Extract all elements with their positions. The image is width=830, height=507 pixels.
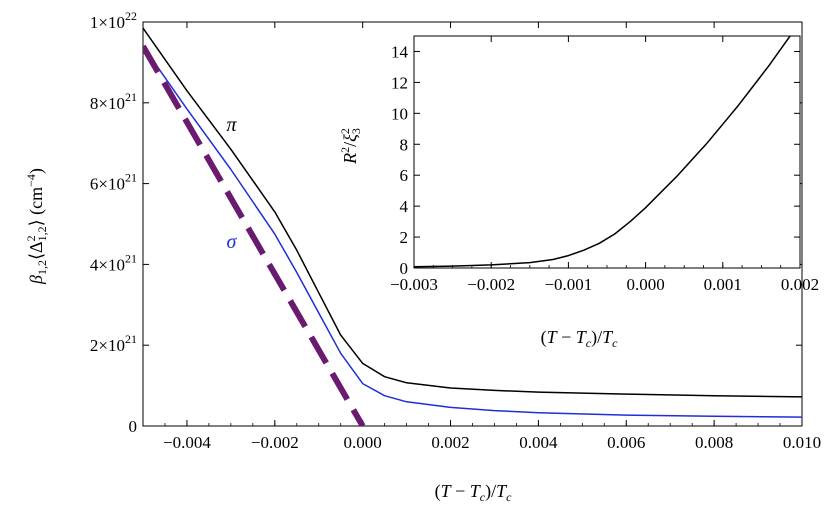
inset-y-tick-label: 8 [400,135,409,154]
main-y-tick-label: 6×1021 [90,171,137,194]
inset-x-tick-label: −0.003 [390,275,438,294]
inset-y-axis-label: R2/ξ23 [338,128,363,165]
main-series-2-line [143,44,366,426]
main-plot-area: −0.004 −0.002 0.000 0.002 0.004 0.006 0.008 0.0… [90,9,821,452]
inset-y-tick-label: 12 [391,73,408,92]
inset-plot-area: −0.003 −0.002 −0.001 0.000 0.001 0.002 0 2 4 6 8 10… [390,36,819,294]
main-x-axis-label: (T − Tc)/Tc [435,481,513,504]
inset-x-axis-label: (T − Tc)/Tc [541,327,619,350]
inset-x-tick-label: 0.001 [704,275,742,294]
main-x-tick-label: 0.008 [695,433,733,452]
inset-series-0-line [414,36,792,268]
main-x-tick-label: −0.002 [251,433,299,452]
inset-y-tick-label: 10 [391,104,408,123]
main-y-tick-label: 4×1021 [90,251,137,274]
inset-x-tick-label: 0.002 [781,275,819,294]
main-y-tick-label: 2×1021 [90,332,137,355]
inset-x-tick-label: −0.002 [467,275,515,294]
inset-y-tick-label: 4 [400,197,409,216]
main-y-axis-label: β1,2⟨Δ21,2⟩ (cm−4) [24,168,49,285]
main-y-tick-label: 1×1022 [90,9,137,32]
main-annotation-0: π [226,114,237,136]
main-x-tick-label: 0.006 [607,433,645,452]
main-series-1-line [143,45,802,418]
inset-y-tick-label: 2 [400,228,409,247]
main-x-tick-label: 0.004 [519,433,558,452]
inset-y-tick-label: 14 [391,42,409,61]
main-x-tick-label: 0.002 [431,433,469,452]
main-x-tick-label: 0.010 [783,433,821,452]
main-annotation-1: σ [226,231,237,253]
inset-y-tick-label: 6 [400,166,409,185]
inset-x-tick-label: 0.000 [626,275,664,294]
main-x-tick-label: 0.000 [344,433,382,452]
main-x-tick-label: −0.004 [163,433,211,452]
main-y-tick-label: 8×1021 [90,90,137,113]
main-y-tick-label: 0 [129,417,138,436]
inset-x-tick-label: −0.001 [544,275,592,294]
main-series-0-line [143,27,802,398]
inset-y-tick-label: 0 [400,259,409,278]
inset-plot-background [414,36,800,268]
